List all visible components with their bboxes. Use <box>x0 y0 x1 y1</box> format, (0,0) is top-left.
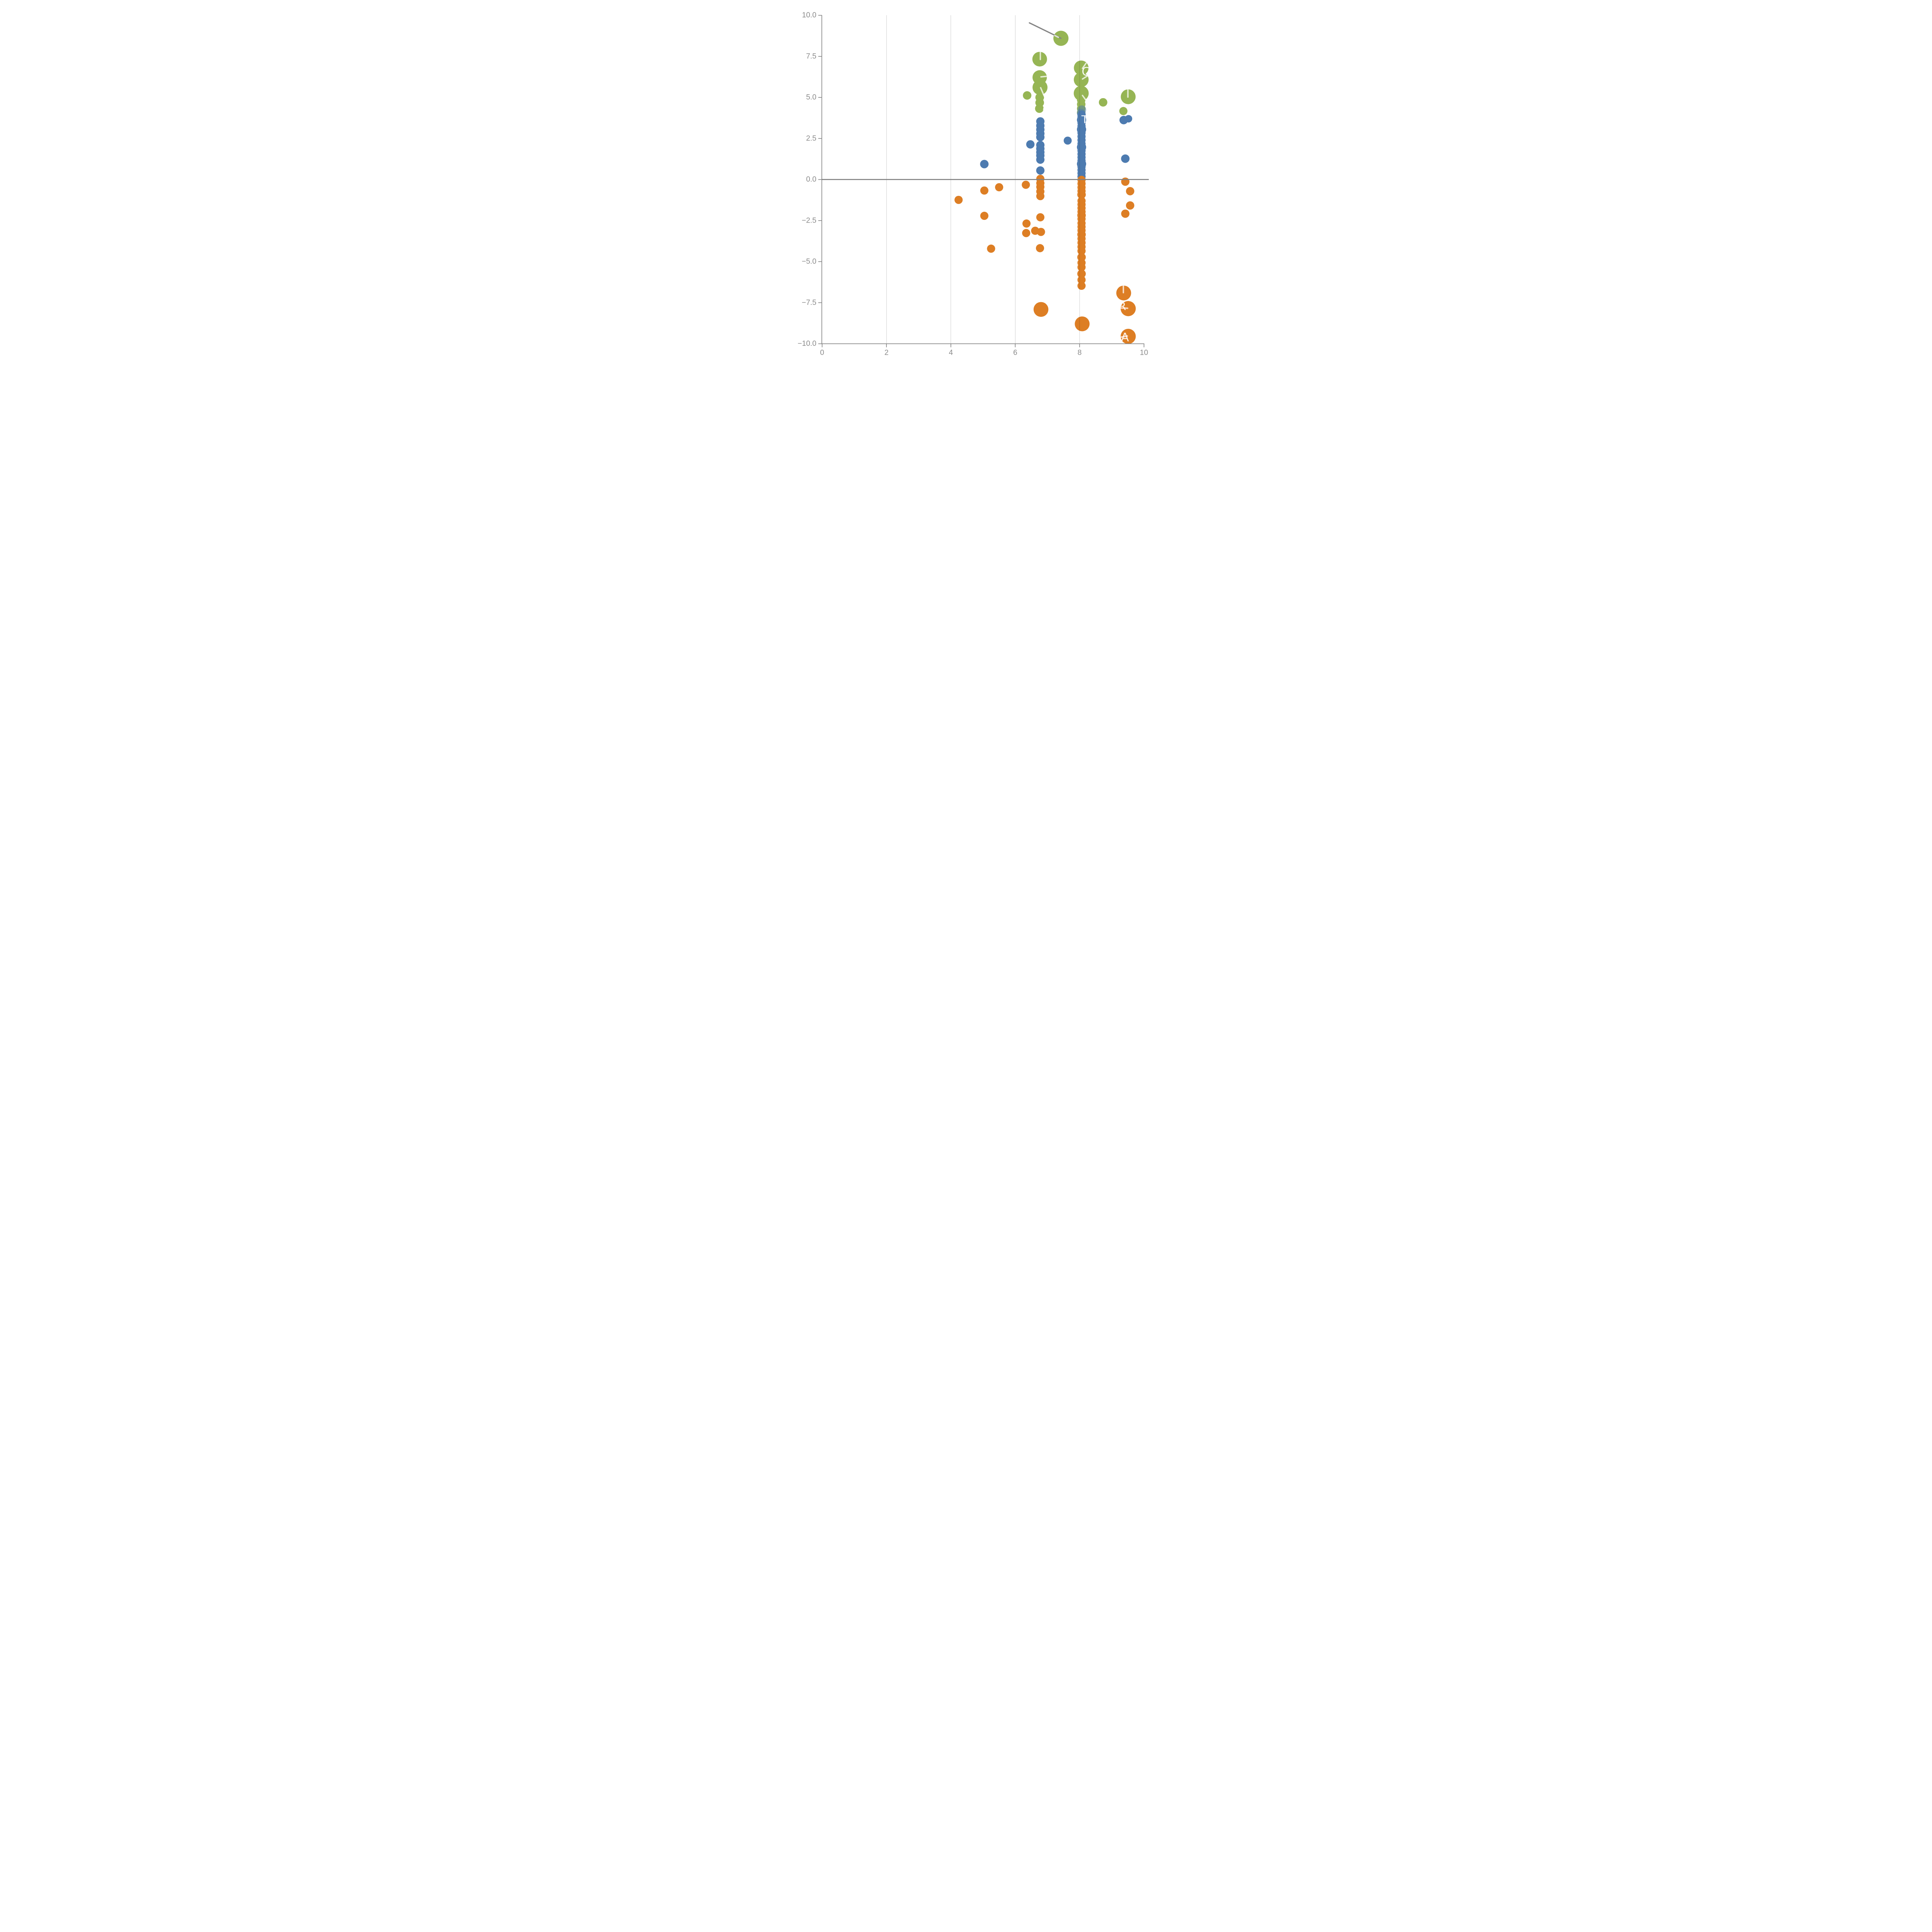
data-point-orange <box>1077 263 1086 272</box>
data-point-orange <box>1121 177 1130 186</box>
y-axis-tick-label: −10.0 <box>798 340 816 348</box>
data-point-orange <box>1022 180 1030 189</box>
y-axis-tick-label: −7.5 <box>802 299 816 307</box>
data-point-orange <box>954 196 963 204</box>
data-point-orange <box>1033 302 1049 317</box>
data-point-orange <box>1077 269 1086 278</box>
data-point-orange <box>1036 192 1044 201</box>
x-axis-tick-label: 10 <box>1140 349 1148 357</box>
data-point-blue <box>1036 133 1045 141</box>
data-point-blue <box>1121 154 1130 163</box>
x-axis-tick-label: 4 <box>949 349 953 357</box>
annotation-leader-line-white <box>1082 62 1087 69</box>
data-point-orange <box>1077 190 1086 199</box>
axes-layer: 10.0 7.5 5.0 2.5 0.0 −2.5 −5.0 −7.5 −10.0 0 2 4 6 8 10 <box>798 11 1148 357</box>
data-point-blue <box>1125 115 1133 122</box>
y-axis-tick-label: 10.0 <box>802 11 816 19</box>
data-point-green <box>1119 107 1128 115</box>
series-green <box>1023 31 1136 117</box>
bubble-label-letter: C <box>1043 104 1051 117</box>
annotation-leader-line-pink <box>1120 335 1128 338</box>
data-point-orange <box>980 186 989 195</box>
data-point-orange <box>995 183 1003 192</box>
data-point-blue <box>980 160 989 168</box>
y-axis-tick-label: −5.0 <box>802 258 816 266</box>
y-axis-tick-label: 0.0 <box>806 175 816 184</box>
x-axis-tick-label: 6 <box>1013 349 1017 357</box>
data-point-orange <box>1037 228 1045 236</box>
x-axis-tick-label: 0 <box>820 349 824 357</box>
data-point-blue <box>1063 136 1072 145</box>
y-axis-tick-label: 2.5 <box>806 134 816 143</box>
data-point-orange <box>1075 316 1090 332</box>
y-axis-tick-label: 7.5 <box>806 52 816 60</box>
bubble-label-letter: A <box>1121 331 1129 344</box>
data-point-orange <box>1077 281 1086 290</box>
bubble-chart-canvas: C C T R A 10.0 7.5 5.0 2.5 0.0 −2.5 −5.0 −7.5 −10.0 0 2… <box>773 0 1159 386</box>
bubble-label-letter: T <box>1081 113 1088 126</box>
bubble-chart-figure: C C T R A 10.0 7.5 5.0 2.5 0.0 −2.5 −5.0 −7.5 −10.0 0 2… <box>773 0 1159 386</box>
data-point-orange <box>1121 328 1136 344</box>
data-point-blue <box>1077 109 1086 117</box>
x-axis-tick-label: 2 <box>884 349 889 357</box>
data-point-green <box>1099 98 1107 107</box>
data-point-blue <box>1036 155 1045 164</box>
annotation-leader-line-white <box>1082 75 1088 80</box>
data-point-orange <box>1036 244 1044 252</box>
data-point-green <box>1073 86 1089 101</box>
annotation-leader-line-white <box>1082 95 1087 101</box>
data-point-orange <box>1126 201 1134 210</box>
annotation-leader-line-white <box>1054 35 1059 38</box>
data-point-orange <box>1121 209 1130 218</box>
series-orange <box>954 175 1136 344</box>
y-axis-tick-label: −2.5 <box>802 216 816 224</box>
bubble-label-letter: R <box>1119 300 1126 313</box>
bubble-label-letter: C <box>1082 65 1090 79</box>
data-point-orange <box>980 211 989 220</box>
data-point-orange <box>1036 213 1044 221</box>
data-point-orange <box>987 244 995 253</box>
data-point-green <box>1073 72 1089 87</box>
data-point-green <box>1023 91 1032 100</box>
data-point-orange <box>1126 187 1134 196</box>
data-point-orange <box>1022 219 1031 228</box>
annotation-leader-line-white <box>1040 75 1048 78</box>
x-axis-tick-label: 8 <box>1078 349 1082 357</box>
series-blue <box>980 105 1133 181</box>
data-point-green <box>1035 104 1044 113</box>
data-point-blue <box>1026 140 1035 149</box>
data-point-orange <box>1077 247 1086 255</box>
data-point-green <box>1032 80 1048 95</box>
data-point-blue <box>1036 166 1045 175</box>
data-point-orange <box>1022 229 1031 237</box>
y-axis-tick-label: 5.0 <box>806 94 816 102</box>
data-points-layer <box>954 31 1136 344</box>
data-point-orange <box>1077 276 1086 284</box>
